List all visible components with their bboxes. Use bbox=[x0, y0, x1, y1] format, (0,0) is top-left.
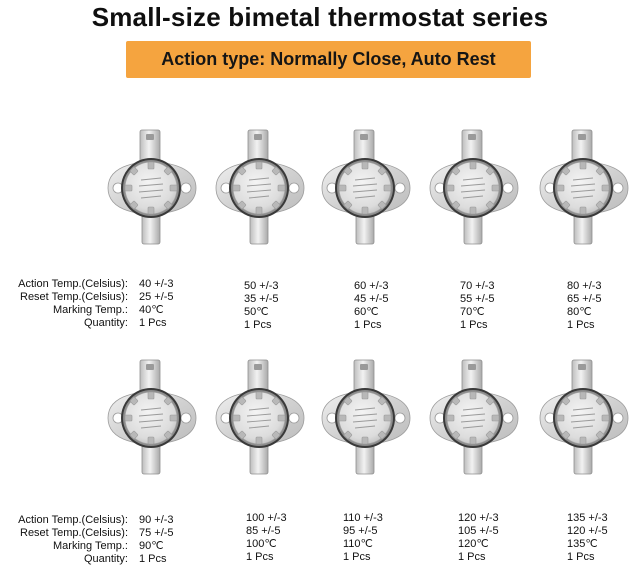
spec-column-90c: 90 +/-3 75 +/-5 90℃ 1 Pcs bbox=[139, 514, 174, 566]
reset-temp-value: 85 +/-5 bbox=[246, 525, 281, 537]
quantity-value: 1 Pcs bbox=[244, 319, 272, 331]
action-temp-value: 100 +/-3 bbox=[246, 512, 287, 524]
thermostat-image-50c bbox=[215, 129, 305, 245]
reset-temp-value: 95 +/-5 bbox=[343, 525, 378, 537]
reset-temp-value: 35 +/-5 bbox=[244, 293, 279, 305]
thermostat-image-80c bbox=[539, 129, 629, 245]
reset-temp-value: 45 +/-5 bbox=[354, 293, 389, 305]
action-temp-value: 90 +/-3 bbox=[139, 514, 174, 526]
quantity-value: 1 Pcs bbox=[139, 317, 167, 329]
spec-column-50c: 50 +/-3 35 +/-5 50℃ 1 Pcs bbox=[244, 280, 279, 332]
thermostat-image-70c bbox=[429, 129, 519, 245]
action-temp-label: Action Temp.(Celsius): bbox=[18, 278, 128, 290]
reset-temp-value: 75 +/-5 bbox=[139, 527, 174, 539]
spec-column-40c: 40 +/-3 25 +/-5 40℃ 1 Pcs bbox=[139, 278, 174, 330]
thermostat-image-100c bbox=[215, 359, 305, 475]
spec-column-110c: 110 +/-3 95 +/-5 110℃ 1 Pcs bbox=[343, 512, 383, 564]
marking-temp-value: 80℃ bbox=[567, 306, 592, 318]
marking-temp-value: 70℃ bbox=[460, 306, 485, 318]
reset-temp-label: Reset Temp.(Celsius): bbox=[20, 527, 128, 539]
action-temp-label: Action Temp.(Celsius): bbox=[18, 514, 128, 526]
thermostat-image-135c bbox=[539, 359, 629, 475]
marking-temp-value: 60℃ bbox=[354, 306, 379, 318]
spec-labels-row-2: Action Temp.(Celsius): Reset Temp.(Celsi… bbox=[0, 514, 128, 566]
quantity-value: 1 Pcs bbox=[458, 551, 486, 563]
action-temp-value: 80 +/-3 bbox=[567, 280, 602, 292]
spec-column-60c: 60 +/-3 45 +/-5 60℃ 1 Pcs bbox=[354, 280, 389, 332]
quantity-label: Quantity: bbox=[83, 553, 128, 565]
marking-temp-label: Marking Temp.: bbox=[53, 540, 128, 552]
spec-column-70c: 70 +/-3 55 +/-5 70℃ 1 Pcs bbox=[460, 280, 495, 332]
spec-column-120c: 120 +/-3 105 +/-5 120℃ 1 Pcs bbox=[458, 512, 499, 564]
quantity-value: 1 Pcs bbox=[246, 551, 274, 563]
marking-temp-value: 40℃ bbox=[139, 304, 164, 316]
reset-temp-value: 65 +/-5 bbox=[567, 293, 602, 305]
spec-column-80c: 80 +/-3 65 +/-5 80℃ 1 Pcs bbox=[567, 280, 602, 332]
action-temp-value: 50 +/-3 bbox=[244, 280, 279, 292]
thermostat-image-60c bbox=[321, 129, 411, 245]
thermostat-image-110c bbox=[321, 359, 411, 475]
spec-column-100c: 100 +/-3 85 +/-5 100℃ 1 Pcs bbox=[246, 512, 287, 564]
action-type-banner: Action type: Normally Close, Auto Rest bbox=[126, 41, 531, 78]
marking-temp-label: Marking Temp.: bbox=[53, 304, 128, 316]
quantity-value: 1 Pcs bbox=[460, 319, 488, 331]
action-temp-value: 60 +/-3 bbox=[354, 280, 389, 292]
reset-temp-label: Reset Temp.(Celsius): bbox=[20, 291, 128, 303]
reset-temp-value: 120 +/-5 bbox=[567, 525, 608, 537]
thermostat-image-90c bbox=[107, 359, 197, 475]
marking-temp-value: 110℃ bbox=[343, 538, 373, 550]
quantity-value: 1 Pcs bbox=[567, 551, 595, 563]
marking-temp-value: 135℃ bbox=[567, 538, 598, 550]
marking-temp-value: 50℃ bbox=[244, 306, 269, 318]
quantity-value: 1 Pcs bbox=[354, 319, 382, 331]
page-title: Small-size bimetal thermostat series bbox=[91, 2, 549, 32]
reset-temp-value: 55 +/-5 bbox=[460, 293, 495, 305]
spec-labels-row-1: Action Temp.(Celsius): Reset Temp.(Celsi… bbox=[0, 278, 128, 330]
marking-temp-value: 120℃ bbox=[458, 538, 489, 550]
quantity-value: 1 Pcs bbox=[139, 553, 167, 565]
action-temp-value: 110 +/-3 bbox=[343, 512, 383, 524]
quantity-label: Quantity: bbox=[83, 317, 128, 329]
thermostat-image-40c bbox=[107, 129, 197, 245]
thermostat-image-120c bbox=[429, 359, 519, 475]
marking-temp-value: 90℃ bbox=[139, 540, 164, 552]
quantity-value: 1 Pcs bbox=[567, 319, 595, 331]
quantity-value: 1 Pcs bbox=[343, 551, 371, 563]
action-temp-value: 120 +/-3 bbox=[458, 512, 499, 524]
reset-temp-value: 105 +/-5 bbox=[458, 525, 499, 537]
action-temp-value: 70 +/-3 bbox=[460, 280, 495, 292]
spec-column-135c: 135 +/-3 120 +/-5 135℃ 1 Pcs bbox=[567, 512, 608, 564]
reset-temp-value: 25 +/-5 bbox=[139, 291, 174, 303]
action-temp-value: 135 +/-3 bbox=[567, 512, 608, 524]
action-temp-value: 40 +/-3 bbox=[139, 278, 174, 290]
marking-temp-value: 100℃ bbox=[246, 538, 277, 550]
